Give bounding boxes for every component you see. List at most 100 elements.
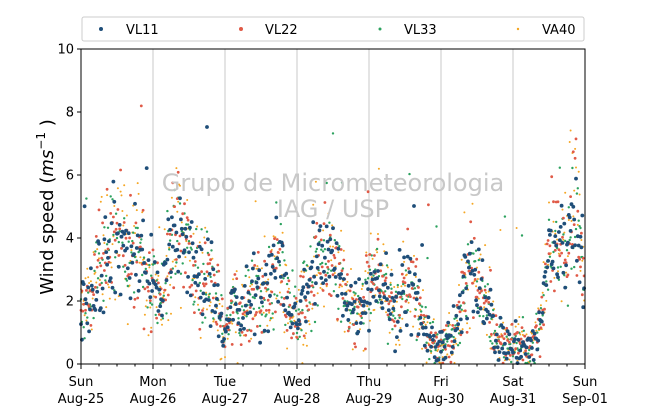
data-point-vl22 — [391, 318, 394, 322]
data-point-vl22 — [435, 335, 438, 339]
data-point-va40 — [578, 193, 581, 196]
data-point-va40 — [580, 239, 583, 241]
data-point-vl11 — [161, 298, 165, 303]
data-point-vl22 — [185, 216, 189, 220]
legend-label-va40: VA40 — [542, 23, 576, 38]
data-point-va40 — [90, 328, 93, 331]
data-point-vl33 — [505, 335, 508, 338]
data-point-vl22 — [388, 295, 392, 298]
data-point-vl22 — [209, 258, 213, 262]
data-point-va40 — [218, 302, 221, 305]
data-point-vl11 — [105, 262, 109, 267]
data-point-va40 — [556, 238, 559, 241]
data-point-va40 — [398, 343, 401, 346]
data-point-vl11 — [306, 284, 311, 289]
data-point-vl33 — [84, 312, 87, 315]
data-point-va40 — [311, 307, 314, 310]
data-point-vl33 — [87, 291, 90, 294]
data-point-vl33 — [574, 227, 578, 231]
data-point-vl33 — [326, 271, 329, 275]
data-point-vl11 — [203, 277, 208, 281]
data-point-va40 — [128, 284, 131, 287]
data-point-vl33 — [552, 250, 555, 254]
data-point-va40 — [319, 286, 322, 289]
data-point-vl11 — [408, 256, 413, 261]
data-point-vl33 — [245, 315, 248, 318]
data-point-vl33 — [541, 314, 544, 317]
data-point-vl11 — [513, 319, 518, 323]
data-point-vl33 — [573, 265, 576, 269]
data-point-vl22 — [400, 272, 404, 276]
data-point-vl22 — [327, 259, 330, 263]
data-point-va40 — [166, 275, 169, 278]
data-point-vl33 — [114, 256, 117, 259]
data-point-va40 — [107, 286, 110, 289]
data-point-vl33 — [273, 293, 276, 296]
data-point-va40 — [271, 316, 274, 319]
data-point-vl11 — [251, 266, 255, 271]
data-point-va40 — [192, 232, 195, 235]
data-point-va40 — [419, 308, 422, 311]
data-point-vl22 — [107, 260, 111, 264]
data-point-vl11 — [485, 309, 490, 314]
data-point-va40 — [138, 261, 141, 264]
data-point-vl33 — [511, 355, 515, 358]
data-point-vl33 — [536, 331, 539, 334]
data-point-vl11 — [433, 345, 438, 349]
data-point-vl11 — [222, 337, 227, 341]
data-point-vl33 — [282, 277, 285, 280]
data-point-va40 — [476, 278, 479, 280]
data-point-vl22 — [410, 287, 414, 290]
data-point-vl33 — [132, 231, 135, 234]
data-point-vl11 — [411, 283, 415, 287]
data-point-vl33 — [495, 342, 498, 345]
data-point-vl33 — [342, 304, 345, 308]
data-point-va40 — [325, 285, 328, 288]
data-point-vl33 — [475, 280, 479, 283]
data-point-va40 — [553, 276, 556, 279]
data-point-vl22 — [112, 215, 115, 219]
data-point-vl11 — [277, 259, 281, 264]
data-point-vl11 — [455, 326, 460, 331]
data-point-vl22 — [164, 298, 168, 302]
data-point-vl33 — [573, 235, 577, 239]
data-point-vl22 — [351, 297, 355, 301]
data-point-va40 — [154, 273, 157, 276]
data-point-vl11 — [242, 284, 247, 288]
data-point-vl22 — [136, 296, 140, 300]
data-point-vl11 — [467, 265, 471, 270]
data-point-vl22 — [448, 344, 452, 348]
data-point-vl33 — [334, 283, 337, 286]
data-point-vl33 — [125, 279, 129, 282]
data-point-vl11 — [185, 290, 190, 295]
data-point-vl33 — [562, 233, 565, 236]
data-point-vl11 — [449, 350, 454, 355]
x-tick-label-date: Aug-26 — [130, 392, 177, 407]
data-point-vl22 — [447, 355, 451, 359]
data-point-va40 — [349, 321, 352, 324]
data-point-vl33 — [314, 250, 318, 253]
data-point-vl11 — [150, 289, 155, 293]
data-point-vl22 — [118, 227, 122, 231]
data-point-va40 — [208, 304, 211, 307]
data-point-va40 — [391, 311, 394, 314]
data-point-vl22 — [321, 289, 325, 292]
data-point-vl11 — [310, 259, 315, 264]
data-point-vl11 — [262, 328, 267, 333]
data-point-va40 — [179, 184, 181, 187]
data-point-vl11 — [450, 345, 455, 349]
data-point-vl33 — [520, 234, 524, 237]
data-point-va40 — [296, 300, 298, 303]
data-point-vl11 — [129, 244, 134, 249]
data-point-vl11 — [548, 228, 553, 233]
data-point-vl22 — [482, 301, 486, 305]
data-point-vl11 — [369, 287, 374, 292]
data-point-vl11 — [94, 298, 99, 302]
data-point-va40 — [330, 259, 333, 262]
data-point-vl22 — [93, 253, 96, 256]
data-point-vl33 — [569, 236, 572, 239]
data-point-va40 — [395, 343, 397, 346]
data-point-vl22 — [312, 294, 316, 297]
data-point-vl22 — [288, 303, 292, 307]
data-point-va40 — [454, 337, 457, 340]
